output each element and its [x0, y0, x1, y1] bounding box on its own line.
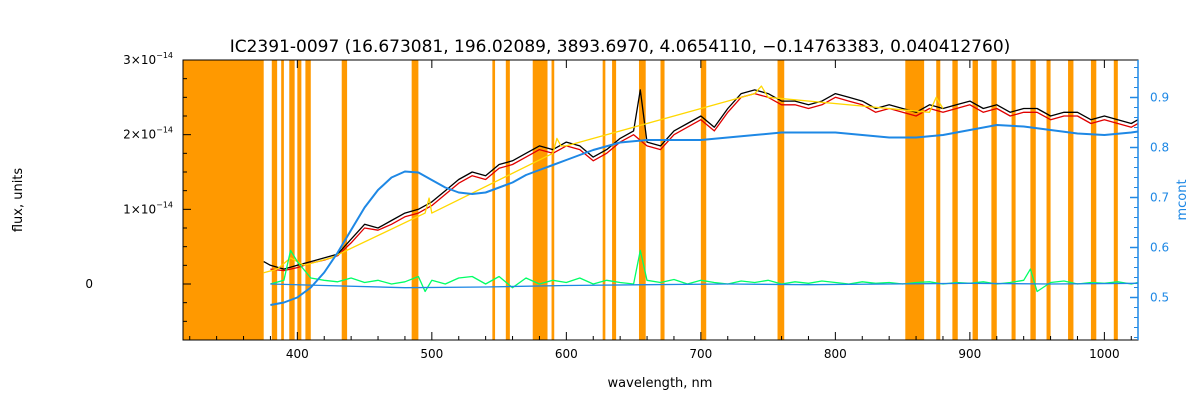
masked-region-band: [281, 60, 284, 340]
x-tick-label: 800: [824, 347, 847, 361]
y-tick-label: 3×10−14: [123, 51, 173, 67]
masked-region-band: [638, 60, 646, 340]
chart-title: IC2391-0097 (16.673081, 196.02089, 3893.…: [230, 37, 1011, 57]
masked-region-band: [1090, 60, 1097, 340]
masked-region-band: [1113, 60, 1118, 340]
masked-region-band: [1068, 60, 1074, 340]
mcont-axis-ticks: 0.5 0.6 0.7 0.8 0.9: [1130, 67, 1169, 338]
masked-region-band: [305, 60, 311, 340]
mcont-tick-label: 0.8: [1150, 141, 1169, 155]
masked-region-band: [551, 60, 555, 340]
masked-region-band: [492, 60, 496, 340]
masked-region-band: [183, 60, 264, 340]
masked-region-band: [1046, 60, 1051, 340]
masked-region-band: [1011, 60, 1016, 340]
masked-region-band: [972, 60, 978, 340]
masked-region-band: [505, 60, 510, 340]
axes: [182, 59, 1139, 341]
x-tick-label: 500: [420, 347, 443, 361]
masked-region-band: [936, 60, 941, 340]
masked-regions: [183, 60, 1118, 340]
y-axis-label: flux, units: [11, 168, 26, 233]
y-tick-label: 1×10−14: [123, 200, 173, 216]
x-tick-label: 700: [689, 347, 712, 361]
masked-region-band: [700, 60, 707, 340]
series-line-2: [270, 92, 1139, 272]
x-tick-label: 400: [286, 347, 309, 361]
mcont-axis-label: mcont: [1175, 179, 1190, 220]
x-axis-ticks: 400 500 600 700 800 900 1000: [189, 60, 1132, 361]
series-line-6: [270, 282, 1139, 289]
x-tick-label: 1000: [1089, 347, 1120, 361]
masked-region-band: [271, 60, 278, 340]
series-line-1: [263, 89, 1139, 270]
masked-region-band: [905, 60, 925, 340]
y-tick-label: 2×10−14: [123, 126, 173, 142]
mcont-tick-label: 0.5: [1150, 291, 1169, 305]
y-tick-label: 0: [85, 277, 93, 291]
masked-region-band: [532, 60, 548, 340]
mcont-tick-label: 0.7: [1150, 191, 1169, 205]
masked-region-band: [602, 60, 606, 340]
masked-region-band: [341, 60, 348, 340]
masked-region-band: [991, 60, 997, 340]
masked-region-band: [660, 60, 665, 340]
mcont-tick-label: 0.9: [1150, 91, 1169, 105]
x-tick-label: 600: [555, 347, 578, 361]
y-axis-ticks: 0 1×10−14 2×10−14 3×10−14: [85, 51, 191, 322]
x-axis-label: wavelength, nm: [608, 376, 713, 391]
series-group: [263, 85, 1139, 306]
masked-region-band: [952, 60, 958, 340]
series-line-3: [263, 85, 944, 274]
masked-region-band: [289, 60, 295, 340]
masked-region-band: [411, 60, 419, 340]
series-line-5: [270, 124, 1139, 306]
masked-region-band: [612, 60, 617, 340]
masked-region-band: [777, 60, 785, 340]
masked-region-band: [1030, 60, 1036, 340]
x-tick-label: 900: [958, 347, 981, 361]
mcont-tick-label: 0.6: [1150, 241, 1169, 255]
masked-region-band: [297, 60, 302, 340]
